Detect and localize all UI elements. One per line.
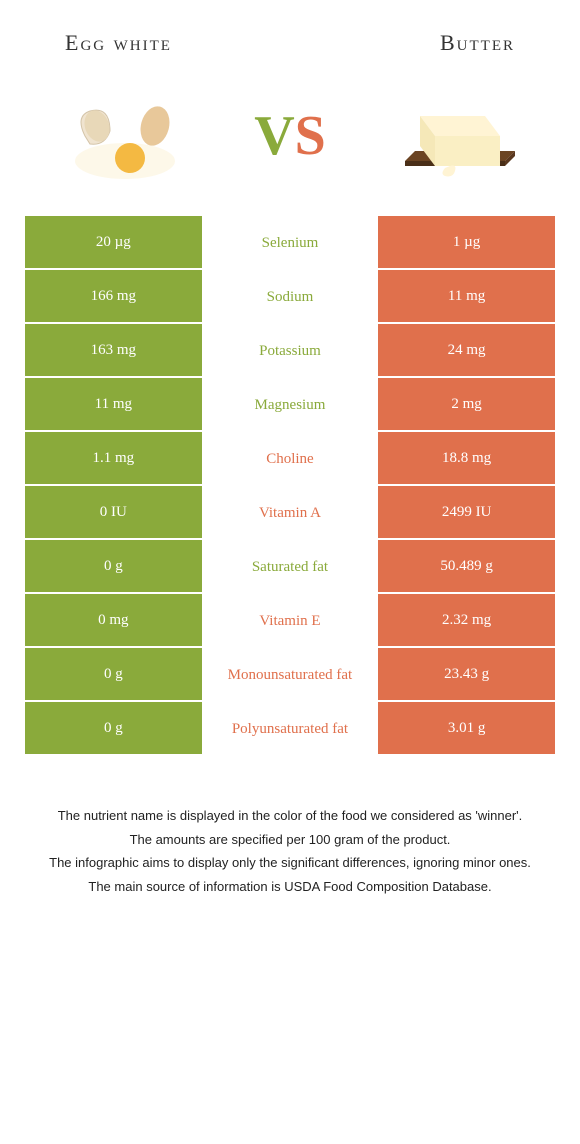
table-row: 163 mgPotassium24 mg bbox=[25, 324, 555, 378]
nutrient-name: Sodium bbox=[202, 270, 379, 324]
left-value: 1.1 mg bbox=[25, 432, 202, 486]
left-value: 11 mg bbox=[25, 378, 202, 432]
right-value: 11 mg bbox=[378, 270, 555, 324]
footer-line-3: The infographic aims to display only the… bbox=[45, 853, 535, 873]
right-value: 24 mg bbox=[378, 324, 555, 378]
table-row: 0 IUVitamin A2499 IU bbox=[25, 486, 555, 540]
nutrient-name: Selenium bbox=[202, 216, 379, 270]
table-row: 20 µgSelenium1 µg bbox=[25, 216, 555, 270]
butter-image bbox=[385, 86, 525, 186]
right-value: 18.8 mg bbox=[378, 432, 555, 486]
right-value: 50.489 g bbox=[378, 540, 555, 594]
left-value: 0 IU bbox=[25, 486, 202, 540]
right-value: 2.32 mg bbox=[378, 594, 555, 648]
table-row: 0 gMonounsaturated fat23.43 g bbox=[25, 648, 555, 702]
footer-notes: The nutrient name is displayed in the co… bbox=[25, 756, 555, 920]
right-value: 1 µg bbox=[378, 216, 555, 270]
table-row: 166 mgSodium11 mg bbox=[25, 270, 555, 324]
left-value: 166 mg bbox=[25, 270, 202, 324]
nutrient-name: Monounsaturated fat bbox=[202, 648, 379, 702]
nutrient-table: 20 µgSelenium1 µg166 mgSodium11 mg163 mg… bbox=[25, 216, 555, 756]
nutrient-name: Choline bbox=[202, 432, 379, 486]
nutrient-name: Vitamin E bbox=[202, 594, 379, 648]
vs-v: V bbox=[254, 105, 294, 167]
egg-white-image bbox=[55, 86, 195, 186]
left-value: 0 g bbox=[25, 648, 202, 702]
left-value: 0 g bbox=[25, 540, 202, 594]
right-value: 3.01 g bbox=[378, 702, 555, 756]
footer-line-2: The amounts are specified per 100 gram o… bbox=[45, 830, 535, 850]
left-value: 20 µg bbox=[25, 216, 202, 270]
right-value: 2499 IU bbox=[378, 486, 555, 540]
right-food-title: Butter bbox=[440, 30, 515, 56]
vs-s: S bbox=[295, 105, 326, 167]
footer-line-1: The nutrient name is displayed in the co… bbox=[45, 806, 535, 826]
left-value: 0 mg bbox=[25, 594, 202, 648]
table-row: 0 gPolyunsaturated fat3.01 g bbox=[25, 702, 555, 756]
left-food-title: Egg white bbox=[65, 30, 172, 56]
footer-line-4: The main source of information is USDA F… bbox=[45, 877, 535, 897]
nutrient-name: Potassium bbox=[202, 324, 379, 378]
nutrient-name: Vitamin A bbox=[202, 486, 379, 540]
nutrient-name: Saturated fat bbox=[202, 540, 379, 594]
left-value: 163 mg bbox=[25, 324, 202, 378]
header: Egg white Butter bbox=[25, 20, 555, 76]
hero-row: VS bbox=[25, 76, 555, 216]
right-value: 2 mg bbox=[378, 378, 555, 432]
table-row: 0 mgVitamin E2.32 mg bbox=[25, 594, 555, 648]
table-row: 1.1 mgCholine18.8 mg bbox=[25, 432, 555, 486]
nutrient-name: Magnesium bbox=[202, 378, 379, 432]
left-value: 0 g bbox=[25, 702, 202, 756]
vs-label: VS bbox=[254, 104, 326, 168]
table-row: 0 gSaturated fat50.489 g bbox=[25, 540, 555, 594]
nutrient-name: Polyunsaturated fat bbox=[202, 702, 379, 756]
right-value: 23.43 g bbox=[378, 648, 555, 702]
table-row: 11 mgMagnesium2 mg bbox=[25, 378, 555, 432]
